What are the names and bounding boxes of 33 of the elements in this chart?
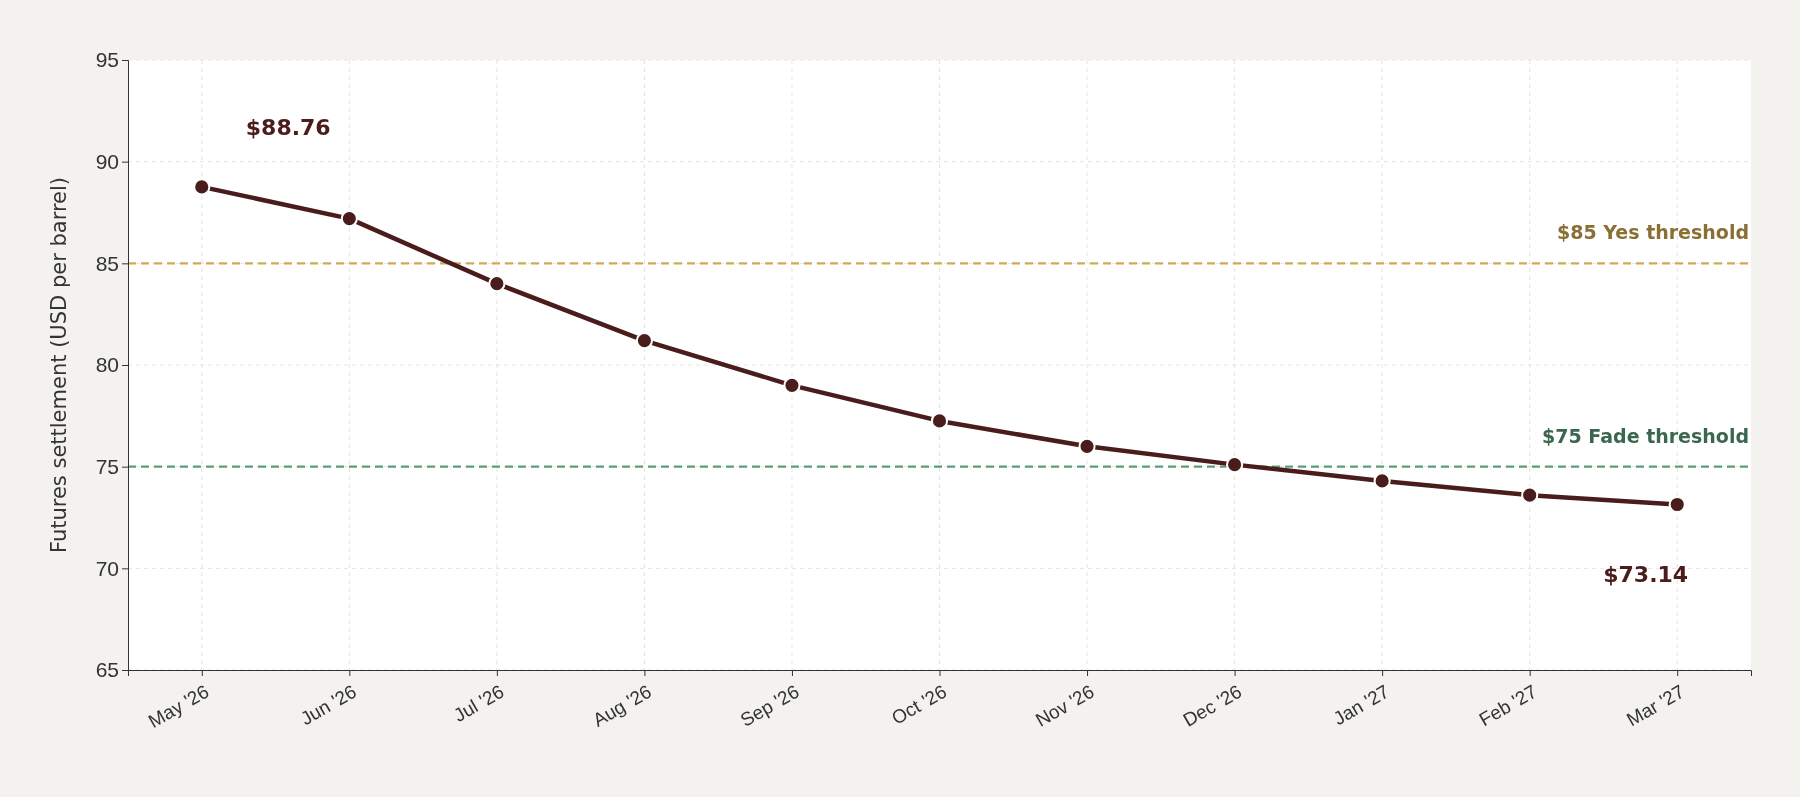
x-tick-label: Jan '27 [1329, 680, 1393, 730]
y-tick-label: 85 [95, 251, 119, 275]
x-tick-label: Feb '27 [1475, 680, 1541, 731]
annotation: $88.76 [245, 114, 331, 140]
annotation: $73.14 [1603, 562, 1689, 588]
point [1521, 486, 1539, 504]
x-tick-label: Sep '26 [736, 680, 803, 731]
point [340, 210, 358, 228]
y-tick-label: 95 [95, 48, 119, 72]
point [193, 178, 211, 196]
y-tick-label: 70 [95, 556, 119, 580]
point [488, 275, 506, 293]
x-tick-label: Aug '26 [589, 680, 656, 731]
x-tick-label: Oct '26 [887, 680, 951, 729]
point [1078, 437, 1096, 455]
y-tick-label: 75 [95, 454, 119, 478]
point [930, 412, 949, 430]
y-tick-label: 90 [95, 149, 119, 173]
x-tick-label: Jul '26 [449, 680, 508, 727]
x-tick-label: Nov '26 [1031, 680, 1098, 731]
ref-line-label: $75 Fade threshold [1542, 424, 1749, 447]
y-axis-title: Futures settlement (USD per barrel) [47, 176, 71, 554]
point [635, 332, 653, 350]
x-tick-label: Mar '27 [1622, 680, 1688, 731]
ref-line-label: $85 Yes threshold [1557, 221, 1749, 244]
point [783, 376, 801, 394]
point [1373, 472, 1391, 490]
point [1226, 456, 1244, 474]
x-tick-label: Dec '26 [1179, 680, 1246, 731]
x-tick-label: May '26 [144, 680, 213, 732]
x-tick-label: Jun '26 [296, 680, 360, 730]
y-tick-label: 80 [95, 353, 119, 377]
y-tick-label: 65 [95, 658, 119, 682]
